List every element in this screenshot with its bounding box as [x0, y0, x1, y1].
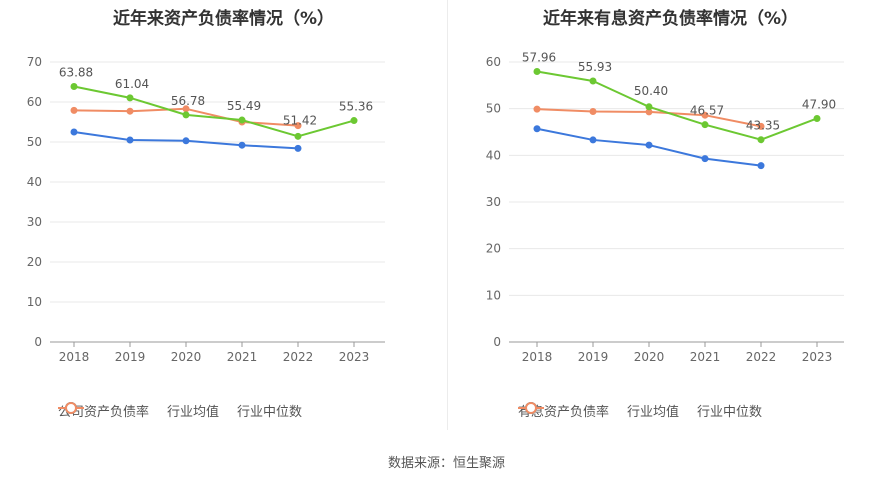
data-point-avg: [757, 162, 765, 170]
data-label: 47.90: [802, 97, 836, 111]
legend-item-avg[interactable]: 行业均值: [518, 401, 680, 420]
y-tick-label: 20: [486, 242, 501, 256]
x-tick-label: 2021: [690, 350, 721, 364]
chart-left: 近年来资产负债率情况（%） 0 10 20 30 40 50 60 70 2018 2019 202…: [0, 0, 447, 440]
data-point-company: [589, 77, 597, 85]
x-tick-label: 2023: [339, 350, 370, 364]
x-tick-label: 2021: [227, 350, 258, 364]
chart-plot: 0 10 20 30 40 50 60 70 2018 2019 2020 2021 2022 2023 6…: [27, 55, 385, 364]
data-point-company: [70, 82, 78, 90]
legend-swatch: [58, 402, 84, 414]
data-point-median: [533, 105, 541, 113]
x-tick-label: 2022: [746, 350, 777, 364]
legend-label: 行业均值: [167, 405, 220, 420]
y-tick-label: 60: [486, 55, 501, 69]
data-point-company: [813, 114, 821, 122]
y-tick-label: 20: [27, 255, 42, 269]
data-point-avg: [182, 137, 190, 145]
data-label: 57.96: [522, 51, 556, 65]
legend-item-median[interactable]: 行业中位数: [58, 401, 303, 420]
data-point-avg: [533, 125, 541, 133]
data-source: 数据来源：恒生聚源: [387, 456, 505, 471]
y-tick-label: 10: [486, 288, 501, 302]
chart-legend: 有息资产负债率 行业均值 行业中位数: [518, 401, 762, 420]
data-point-company: [757, 136, 765, 144]
y-tick-label: 30: [27, 215, 42, 229]
data-label: 43.35: [746, 119, 780, 133]
data-point-company: [701, 121, 709, 129]
chart-title: 近年来资产负债率情况（%）: [112, 9, 335, 29]
data-label: 56.78: [171, 94, 205, 108]
data-point-avg: [701, 155, 709, 163]
data-point-median: [757, 122, 765, 130]
data-point-median: [126, 107, 134, 115]
legend-swatch: [518, 402, 544, 414]
data-label: 46.57: [690, 104, 724, 118]
y-tick-label: 0: [493, 335, 501, 349]
data-label: 55.93: [578, 60, 612, 74]
data-point-median: [701, 111, 709, 119]
x-tick-label: 2018: [59, 350, 90, 364]
series-line-company: [73, 85, 355, 138]
data-label: 50.40: [634, 84, 668, 98]
data-label: 63.88: [59, 65, 93, 79]
x-tick-label: 2023: [802, 350, 833, 364]
data-point-avg: [645, 141, 653, 149]
data-point-company: [126, 94, 134, 102]
y-tick-label: 50: [486, 102, 501, 116]
data-point-company: [294, 132, 302, 140]
x-tick-label: 2020: [171, 350, 202, 364]
data-point-avg: [294, 144, 302, 152]
legend-label: 行业中位数: [237, 405, 303, 420]
y-tick-label: 60: [27, 95, 42, 109]
legend-label: 行业中位数: [697, 405, 763, 420]
data-point-median: [589, 107, 597, 115]
x-tick-label: 2019: [115, 350, 146, 364]
chart-right: 近年来有息资产负债率情况（%） 0 10 20 30 40 50 60 2018 2019 202…: [448, 0, 893, 440]
legend-label: 行业均值: [627, 405, 680, 420]
chart-title: 近年来有息资产负债率情况（%）: [542, 9, 799, 29]
legend-swatch-marker: [525, 402, 537, 414]
x-tick-label: 2019: [578, 350, 609, 364]
data-point-avg: [238, 141, 246, 149]
data-point-median: [70, 106, 78, 114]
legend-item-median[interactable]: 行业中位数: [518, 401, 763, 420]
y-tick-label: 0: [34, 335, 42, 349]
data-point-avg: [126, 136, 134, 144]
chart-legend: 公司资产负债率 行业均值 行业中位数: [58, 401, 302, 420]
data-label: 61.04: [115, 77, 149, 91]
data-label: 55.49: [227, 99, 261, 113]
series-line-company: [536, 70, 818, 141]
data-point-company: [238, 116, 246, 124]
data-label: 51.42: [283, 113, 317, 127]
y-tick-label: 10: [27, 295, 42, 309]
y-tick-label: 70: [27, 55, 42, 69]
legend-swatch-marker: [65, 402, 77, 414]
chart-plot: 0 10 20 30 40 50 60 2018 2019 2020 2021 2022 2023 57.…: [486, 51, 844, 364]
data-point-avg: [589, 136, 597, 144]
panel-divider: [447, 0, 448, 430]
data-point-company: [645, 103, 653, 111]
y-tick-label: 50: [27, 135, 42, 149]
data-label: 55.36: [339, 100, 373, 114]
x-tick-label: 2018: [522, 350, 553, 364]
data-point-median: [294, 122, 302, 130]
data-point-avg: [70, 128, 78, 136]
y-tick-label: 30: [486, 195, 501, 209]
legend-item-avg[interactable]: 行业均值: [58, 401, 220, 420]
data-point-company: [350, 117, 358, 125]
data-point-company: [182, 111, 190, 119]
y-tick-label: 40: [27, 175, 42, 189]
y-tick-label: 40: [486, 148, 501, 162]
data-point-company: [533, 68, 541, 76]
x-tick-label: 2020: [634, 350, 665, 364]
x-tick-label: 2022: [283, 350, 314, 364]
